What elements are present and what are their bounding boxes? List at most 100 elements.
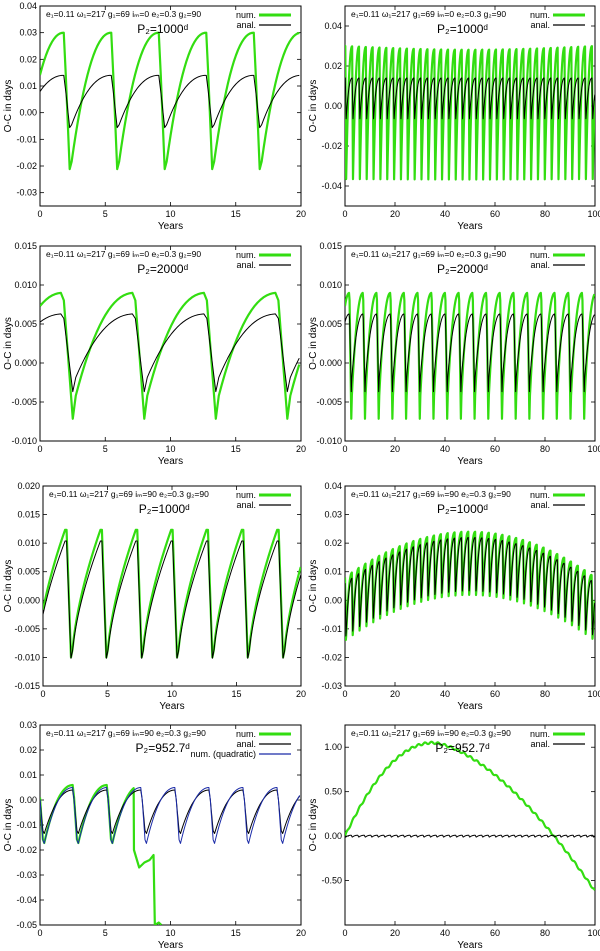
x-axis-label: Years <box>158 940 183 951</box>
y-tick-label: 0.005 <box>14 319 37 329</box>
x-tick-label: 60 <box>490 444 500 454</box>
x-tick-label: 5 <box>103 444 108 454</box>
x-axis-label: Years <box>457 701 482 712</box>
chart-panel-4: 0 20 40 60 80 100 0.015 0.010 0.005 0.000 -0.005 -0… <box>308 241 600 467</box>
x-axis-label: Years <box>457 456 482 467</box>
y-tick-label: -0.010 <box>11 436 37 446</box>
y-tick-label: 0.015 <box>14 241 37 251</box>
y-tick-label: 0.020 <box>17 481 40 491</box>
x-tick-label: 15 <box>231 444 241 454</box>
x-tick-label: 40 <box>440 444 450 454</box>
chart-panel-5: 0 5 10 15 20 0.020 0.015 0.010 0.005 0.000 -0.005 -… <box>3 481 306 712</box>
x-axis-label: Years <box>158 456 183 467</box>
legend-label: num. <box>236 729 256 739</box>
legend-label: num. (quadratic) <box>190 749 256 759</box>
y-tick-label: -0.01 <box>16 820 37 830</box>
y-tick-label: -0.01 <box>16 134 37 144</box>
legend-label: num. <box>530 729 550 739</box>
x-tick-label: 10 <box>167 689 177 699</box>
y-tick-label: -0.010 <box>14 652 40 662</box>
y-axis-label: O-C in days <box>3 560 14 613</box>
param-text: e₁=0.11 ω₁=217 g₁=69 iₘ=90 e₂=0.3 g₂=90 <box>49 489 209 499</box>
x-tick-label: 0 <box>37 928 42 938</box>
x-tick-label: 80 <box>540 689 550 699</box>
param-text: e₁=0.11 ω₁=217 g₁=69 iₘ=0 e₂=0.3 g₂=90 <box>46 9 201 19</box>
chart-title: P₂=1000ᵈ <box>139 502 190 516</box>
x-tick-label: 5 <box>105 689 110 699</box>
y-axis-label: O-C in days <box>308 317 319 370</box>
param-text: e₁=0.11 ω₁=217 g₁=69 iₘ=90 e₂=0.3 g₂=90 <box>46 728 206 738</box>
y-axis-label: O-C in days <box>3 799 14 852</box>
y-tick-label: -0.50 <box>321 876 342 886</box>
param-text: e₁=0.11 ω₁=217 g₁=69 iₘ=0 e₂=0.3 g₂=90 <box>351 9 506 19</box>
y-axis-label: O-C in days <box>308 799 319 852</box>
legend-label: anal. <box>530 739 550 749</box>
y-tick-label: -0.005 <box>14 624 40 634</box>
y-tick-label: -0.03 <box>16 870 37 880</box>
x-tick-label: 100 <box>587 928 600 938</box>
x-tick-label: 0 <box>342 689 347 699</box>
series-line-num <box>40 783 163 925</box>
legend-label: num. <box>236 10 256 20</box>
series-line-num <box>345 291 595 420</box>
x-tick-label: 40 <box>440 689 450 699</box>
x-tick-label: 15 <box>231 209 241 219</box>
y-tick-label: -0.02 <box>16 161 37 171</box>
y-tick-label: -0.05 <box>16 920 37 930</box>
x-tick-label: 20 <box>390 928 400 938</box>
y-tick-label: 0.04 <box>19 1 37 11</box>
x-tick-label: 0 <box>37 209 42 219</box>
y-tick-label: -0.02 <box>321 141 342 151</box>
x-tick-label: 15 <box>231 928 241 938</box>
y-tick-label: 0.000 <box>14 358 37 368</box>
y-tick-label: 0.010 <box>17 538 40 548</box>
y-axis-label: O-C in days <box>3 80 14 133</box>
series-line-anal <box>40 789 301 834</box>
chart-title: P₂=2000ᵈ <box>437 262 488 276</box>
param-text: e₁=0.11 ω₁=217 g₁=69 iₘ=90 e₂=0.3 g₂=90 <box>351 728 511 738</box>
y-tick-label: 0.00 <box>324 101 342 111</box>
x-axis-label: Years <box>159 701 184 712</box>
x-tick-label: 15 <box>231 689 241 699</box>
series-line-num-quadratic <box>40 787 301 844</box>
x-tick-label: 80 <box>540 444 550 454</box>
y-tick-label: -0.04 <box>321 181 342 191</box>
chart-panel-3: 0 5 10 15 20 0.015 0.010 0.005 0.000 -0.005 -0.010… <box>3 241 306 467</box>
y-tick-label: 0.010 <box>14 280 37 290</box>
series-line-anal <box>40 313 300 393</box>
series-line-num <box>43 528 301 659</box>
y-tick-label: 0.02 <box>324 61 342 71</box>
x-tick-label: 0 <box>342 928 347 938</box>
chart-panel-8: 0 20 40 60 80 100 1.00 0.50 0.00 -0.50 Years O-C in… <box>308 724 600 951</box>
y-tick-label: -0.03 <box>321 681 342 691</box>
x-tick-label: 60 <box>490 209 500 219</box>
y-tick-label: 0.02 <box>19 745 37 755</box>
y-axis-label: O-C in days <box>308 560 319 613</box>
y-tick-label: 0.01 <box>324 567 342 577</box>
chart-title: P₂=1000ᵈ <box>437 22 488 36</box>
legend-label: num. <box>530 490 550 500</box>
x-tick-label: 20 <box>390 689 400 699</box>
param-text: e₁=0.11 ω₁=217 g₁=69 iₘ=90 e₂=0.3 g₂=90 <box>351 489 511 499</box>
plot-frame <box>344 724 596 926</box>
x-tick-label: 10 <box>165 444 175 454</box>
y-tick-label: -0.010 <box>316 436 342 446</box>
y-tick-label: 0.010 <box>319 280 342 290</box>
x-tick-label: 5 <box>103 928 108 938</box>
series-line-anal <box>40 74 300 129</box>
x-tick-label: 60 <box>490 689 500 699</box>
legend-label: num. <box>236 250 256 260</box>
y-tick-label: 0.000 <box>17 595 40 605</box>
legend-label: num. <box>530 10 550 20</box>
series-line-anal <box>43 540 301 659</box>
legend-label: anal. <box>236 500 256 510</box>
y-tick-label: 0.00 <box>19 795 37 805</box>
y-tick-label: 1.00 <box>324 742 342 752</box>
legend-label: anal. <box>530 20 550 30</box>
x-tick-label: 100 <box>587 689 600 699</box>
x-axis-label: Years <box>158 221 183 232</box>
series-line-anal <box>345 77 595 120</box>
x-tick-label: 10 <box>165 928 175 938</box>
chart-title: P₂=952.7ᵈ <box>136 741 191 755</box>
x-tick-label: 100 <box>587 444 600 454</box>
